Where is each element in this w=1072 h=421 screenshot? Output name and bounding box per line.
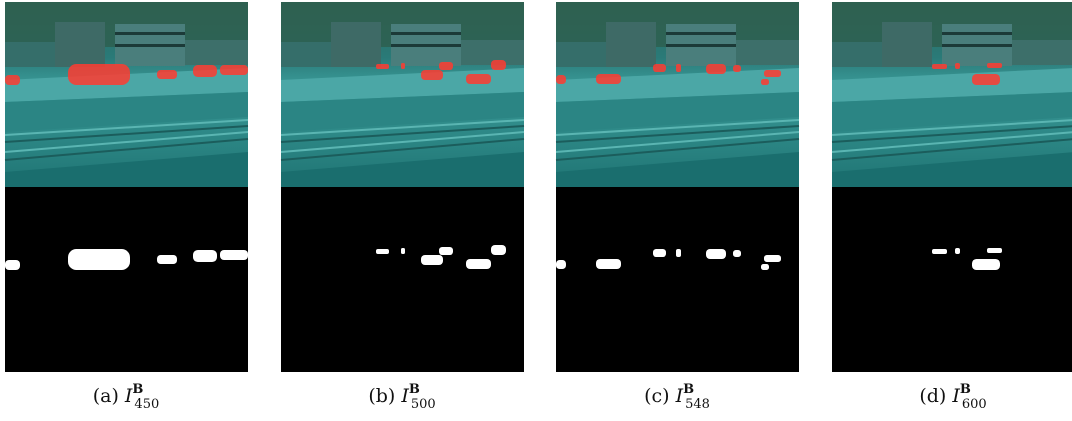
mask-blob xyxy=(466,259,491,269)
detection-overlay xyxy=(733,65,741,72)
detection-overlay xyxy=(706,64,726,74)
mask-blob xyxy=(764,255,781,262)
mask-blob xyxy=(5,260,20,270)
detection-overlay xyxy=(761,79,769,85)
detection-overlay xyxy=(955,63,960,69)
mask-image xyxy=(281,187,524,372)
detection-overlay xyxy=(653,64,666,72)
caption-label: (d) xyxy=(919,385,946,407)
mask-blob xyxy=(676,249,681,257)
detection-overlay xyxy=(491,60,506,70)
detection-overlay xyxy=(556,75,566,84)
mask-blob xyxy=(596,259,621,269)
detection-overlay xyxy=(596,74,621,84)
figure: (a)IB450 (b)IB500 (c)IB548 (d)IB600 xyxy=(0,0,1072,421)
mask-blob xyxy=(761,264,769,270)
scene-image xyxy=(281,2,524,187)
detection-overlay xyxy=(439,62,453,70)
mask-blob xyxy=(491,245,506,255)
mask-blob xyxy=(955,248,960,254)
mask-blob xyxy=(706,249,726,259)
mask-blob xyxy=(987,248,1002,253)
detection-overlay xyxy=(987,63,1002,68)
mask-blob xyxy=(653,249,666,257)
mask-blob xyxy=(193,250,217,262)
detection-overlay xyxy=(157,70,177,79)
panel xyxy=(281,2,524,372)
caption-label: (a) xyxy=(93,385,119,407)
detection-overlay xyxy=(220,65,248,75)
detection-overlay xyxy=(466,74,491,84)
detection-overlay xyxy=(5,75,20,85)
panel xyxy=(832,2,1072,372)
scene-image xyxy=(832,2,1072,187)
mask-blob xyxy=(68,249,130,270)
caption-subscript: 500 xyxy=(411,397,436,412)
mask-image xyxy=(832,187,1072,372)
mask-image xyxy=(556,187,799,372)
caption-subscript: 600 xyxy=(962,397,987,412)
caption-superscript: B xyxy=(409,382,420,397)
detection-overlay xyxy=(68,64,130,85)
caption-subscript: 548 xyxy=(685,397,710,412)
caption-superscript: B xyxy=(960,382,971,397)
caption-label: (b) xyxy=(368,385,395,407)
detection-overlay xyxy=(193,65,217,77)
mask-blob xyxy=(421,255,443,265)
mask-blob xyxy=(401,248,405,254)
detection-overlay xyxy=(972,74,1000,85)
panel xyxy=(5,2,248,372)
mask-blob xyxy=(972,259,1000,270)
detection-overlay xyxy=(932,64,947,69)
mask-blob xyxy=(220,250,248,260)
caption-superscript: B xyxy=(683,382,694,397)
caption-superscript: B xyxy=(132,382,143,397)
detection-overlay xyxy=(764,70,781,77)
caption-subscript: 450 xyxy=(134,397,159,412)
mask-blob xyxy=(733,250,741,257)
caption-label: (c) xyxy=(644,385,669,407)
mask-blob xyxy=(932,249,947,254)
mask-blob xyxy=(376,249,389,254)
detection-overlay xyxy=(401,63,405,69)
detection-overlay xyxy=(421,70,443,80)
detection-overlay xyxy=(676,64,681,72)
mask-image xyxy=(5,187,248,372)
mask-blob xyxy=(439,247,453,255)
scene-image xyxy=(556,2,799,187)
mask-blob xyxy=(556,260,566,269)
mask-blob xyxy=(157,255,177,264)
detection-overlay xyxy=(376,64,389,69)
panel xyxy=(556,2,799,372)
scene-image xyxy=(5,2,248,187)
